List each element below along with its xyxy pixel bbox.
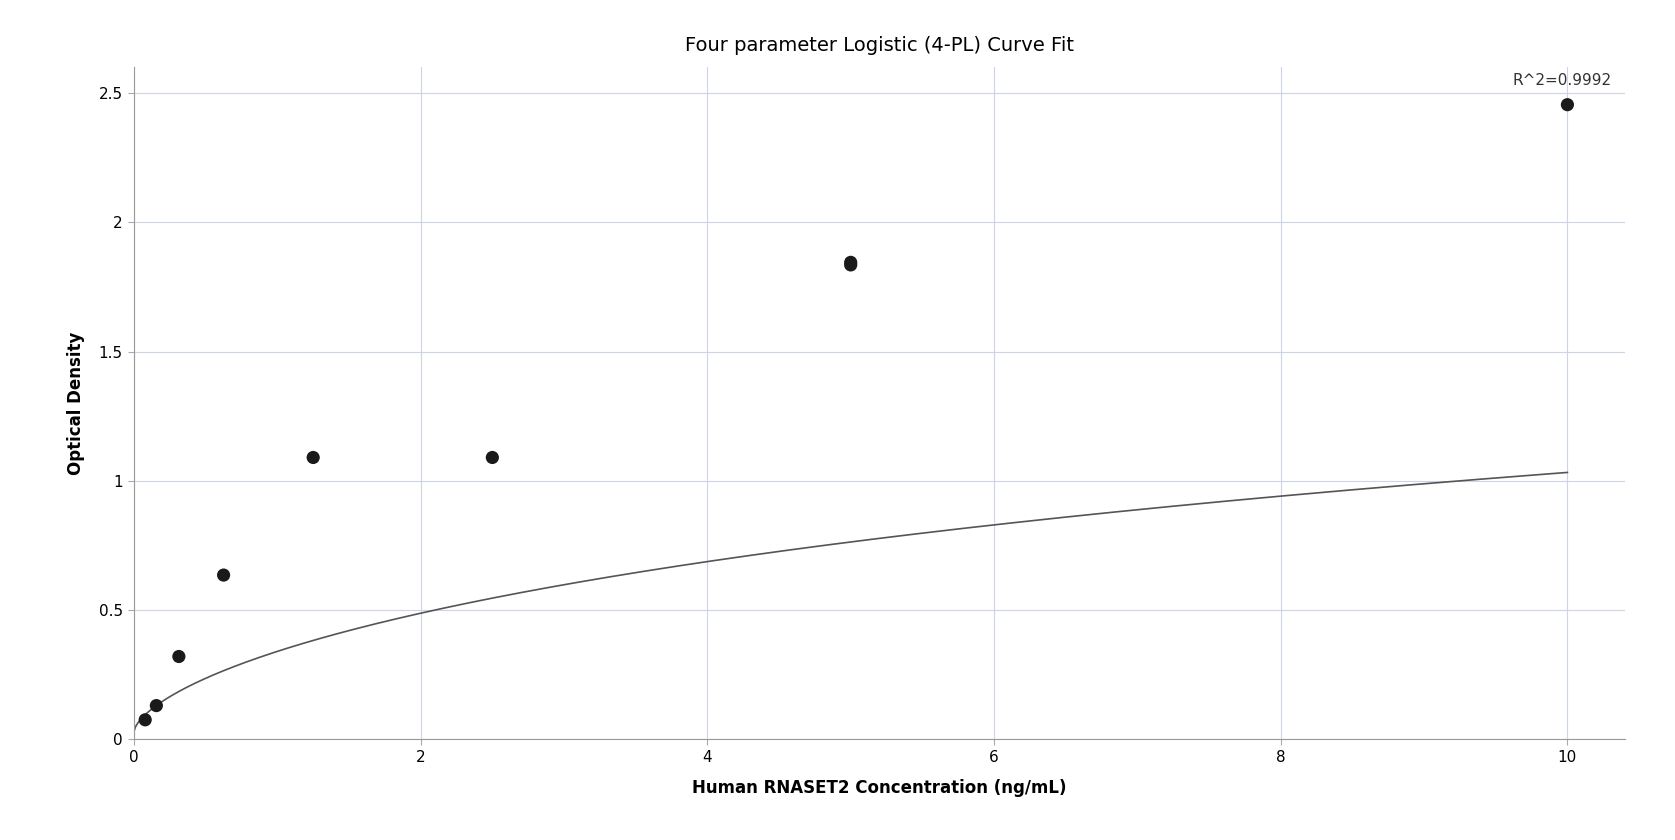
Point [132, 713, 159, 727]
Point [300, 451, 327, 465]
X-axis label: Human RNASET2 Concentration (ng/mL): Human RNASET2 Concentration (ng/mL) [692, 780, 1067, 797]
Point [479, 451, 506, 465]
Text: R^2=0.9992: R^2=0.9992 [1513, 73, 1611, 88]
Point [838, 258, 864, 271]
Point [838, 255, 864, 269]
Point [209, 569, 236, 582]
Y-axis label: Optical Density: Optical Density [67, 332, 85, 475]
Point [142, 699, 169, 712]
Title: Four parameter Logistic (4-PL) Curve Fit: Four parameter Logistic (4-PL) Curve Fit [685, 35, 1074, 55]
Point [166, 650, 193, 664]
Point [1554, 98, 1581, 112]
